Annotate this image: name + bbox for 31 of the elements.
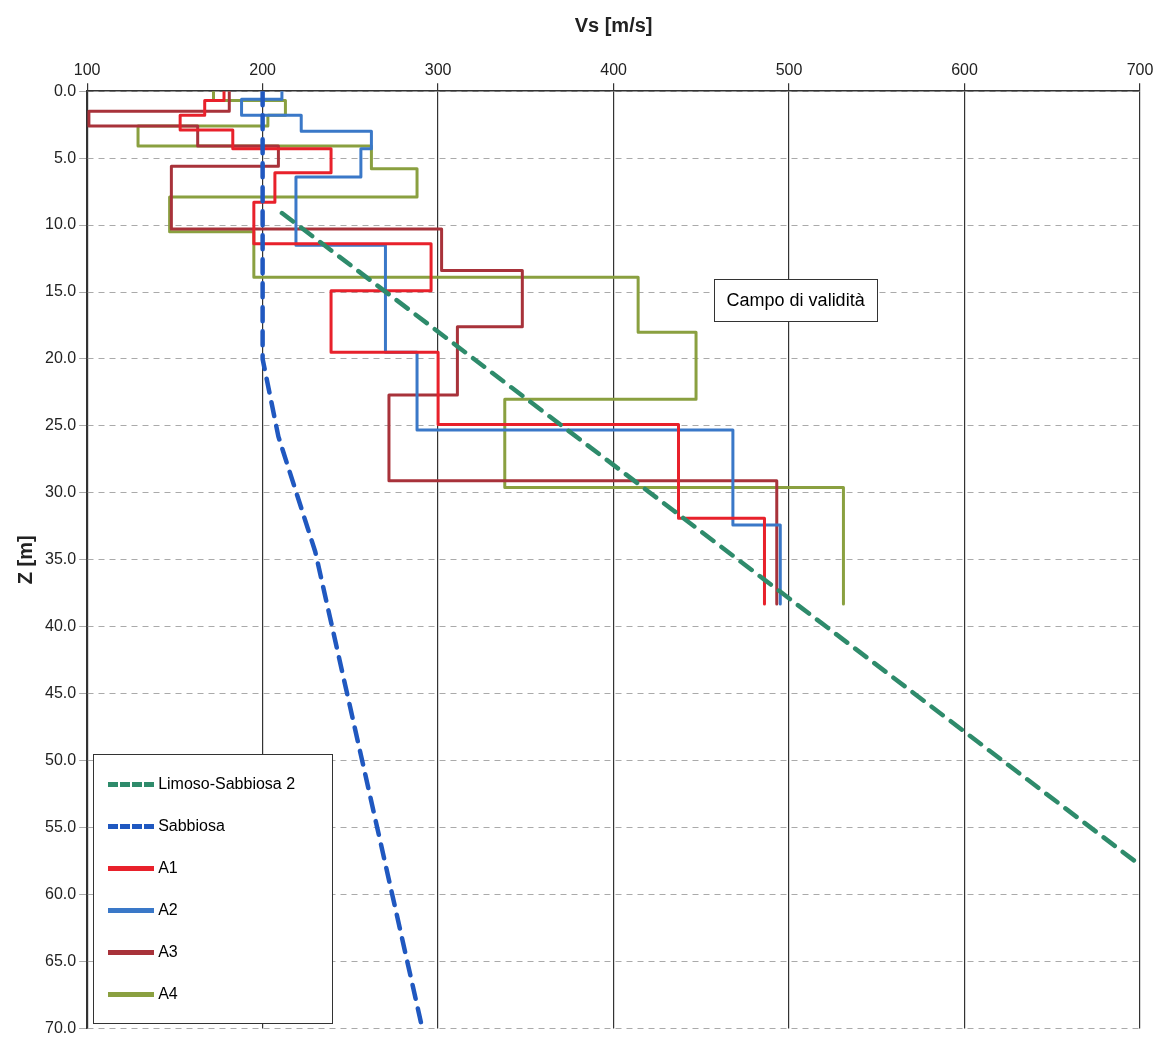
legend-label: A1 (158, 859, 178, 878)
x-tick-label: 700 (1126, 61, 1154, 79)
legend-label: Sabbiosa (158, 817, 225, 836)
annotation: Campo di validità (713, 278, 878, 322)
y-tick-label: 35.0 (45, 550, 77, 568)
x-tick-label: 100 (73, 61, 101, 79)
y-tick-label: 15.0 (45, 282, 77, 300)
y-tick-label: 65.0 (45, 951, 77, 969)
y-tick-label: 45.0 (45, 684, 77, 702)
x-tick-label: 500 (775, 61, 803, 79)
y-tick-label: 55.0 (45, 817, 77, 835)
y-tick-label: 20.0 (45, 349, 77, 367)
x-tick-label: 300 (424, 61, 452, 79)
legend-label: A3 (158, 943, 178, 962)
y-tick-label: 30.0 (45, 483, 77, 501)
y-tick-label: 0.0 (53, 81, 77, 99)
x-tick-label: 600 (951, 61, 978, 79)
legend-label: A4 (158, 985, 178, 1004)
y-tick-label: 5.0 (53, 148, 77, 166)
y-tick-label: 70.0 (45, 1018, 77, 1036)
y-axis-title: Z [m] (13, 535, 36, 585)
x-tick-label: 400 (600, 61, 628, 79)
y-tick-label: 40.0 (45, 617, 77, 635)
y-tick-label: 60.0 (45, 884, 77, 902)
x-axis-title: Vs [m/s] (574, 13, 653, 36)
legend-label: A2 (158, 901, 178, 920)
y-tick-label: 25.0 (45, 416, 77, 434)
y-tick-label: 50.0 (45, 751, 77, 769)
y-tick-label: 10.0 (45, 215, 77, 233)
legend-label: Limoso-Sabbiosa 2 (158, 775, 296, 794)
x-tick-label: 200 (249, 61, 277, 79)
